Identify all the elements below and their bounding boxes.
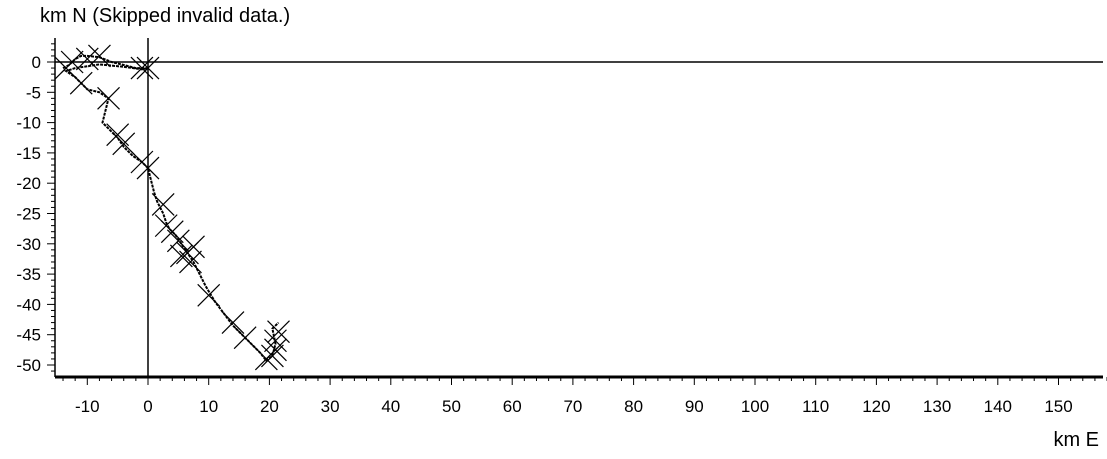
x-tick-label: -10	[75, 397, 100, 416]
data-point-marker	[97, 86, 120, 110]
marker-stroke	[166, 229, 190, 253]
x-axis-label: km E	[1053, 429, 1099, 451]
y-tick-label: -50	[16, 356, 41, 375]
x-tick-label: 100	[741, 397, 769, 416]
axes	[54, 38, 1103, 379]
x-tick-label: 70	[563, 397, 582, 416]
x-tick-label: 140	[984, 397, 1012, 416]
marker-stroke	[130, 56, 154, 80]
marker-stroke	[106, 123, 130, 147]
x-tick-label: 150	[1044, 397, 1072, 416]
x-ticks: -10 0 10 20 30 40 50 60 70 80 90 100 110 120 130 140 150	[62, 377, 1107, 416]
marker-stroke	[112, 132, 136, 156]
data-track	[62, 54, 280, 363]
x-tick-label: 110	[802, 397, 829, 416]
y-tick-label: -10	[16, 114, 41, 133]
marker-stroke	[69, 71, 93, 95]
marker-stroke	[221, 311, 245, 335]
marker-stroke	[264, 329, 287, 353]
x-tick-label: 30	[321, 397, 340, 416]
data-point-marker	[69, 71, 93, 95]
y-tick-label: 0	[32, 53, 41, 72]
x-tick-label: 50	[442, 397, 461, 416]
marker-stroke	[233, 326, 257, 350]
y-tick-label: -45	[16, 326, 41, 345]
data-point-marker	[88, 44, 111, 68]
y-tick-label: -35	[16, 265, 41, 284]
data-point-marker	[136, 156, 160, 180]
data-point-marker	[60, 50, 84, 74]
y-tick-label: -20	[16, 174, 41, 193]
data-point-marker	[151, 192, 175, 216]
x-tick-label: 120	[862, 397, 890, 416]
y-tick-label: -40	[16, 295, 41, 314]
x-tick-label: 90	[685, 397, 704, 416]
x-tick-label: 40	[381, 397, 400, 416]
data-point-marker	[221, 311, 245, 335]
y-tick-label: -30	[16, 235, 41, 254]
marker-stroke	[169, 244, 193, 268]
marker-stroke	[267, 320, 290, 344]
x-tick-label: 80	[624, 397, 643, 416]
x-tick-label: 20	[260, 397, 279, 416]
x-tick-label: 10	[199, 397, 218, 416]
data-point-marker	[182, 235, 205, 259]
track-line	[62, 54, 280, 363]
marker-stroke	[136, 56, 160, 80]
data-point-marker	[179, 250, 202, 274]
y-ticks: 0 -5 -10 -15 -20 -25 -30 -35 -40 -45 -50	[16, 43, 55, 375]
data-point-marker	[233, 326, 257, 350]
data-point-marker	[136, 56, 160, 80]
data-point-marker	[261, 344, 284, 368]
data-point-marker	[197, 283, 221, 307]
x-tick-label: 130	[923, 397, 951, 416]
x-tick-label: 0	[143, 397, 152, 416]
y-tick-label: -25	[16, 205, 41, 224]
marker-stroke	[197, 283, 221, 307]
data-point-marker	[130, 56, 154, 80]
x-tick-label: 60	[503, 397, 522, 416]
marker-stroke	[182, 235, 205, 259]
marker-stroke	[97, 86, 120, 110]
marker-stroke	[160, 220, 184, 244]
marker-stroke	[179, 250, 202, 274]
marker-stroke	[60, 50, 84, 74]
y-tick-label: -5	[26, 83, 41, 102]
chart-title: km N (Skipped invalid data.)	[40, 5, 291, 27]
y-tick-label: -15	[16, 144, 41, 163]
data-point-marker	[264, 329, 287, 353]
marker-stroke	[264, 338, 287, 362]
data-point-marker	[267, 320, 290, 344]
data-markers	[54, 44, 290, 371]
marker-stroke	[151, 192, 175, 216]
marker-stroke	[136, 156, 160, 180]
data-point-marker	[166, 229, 190, 253]
marker-stroke	[261, 344, 284, 368]
marker-stroke	[88, 44, 111, 68]
